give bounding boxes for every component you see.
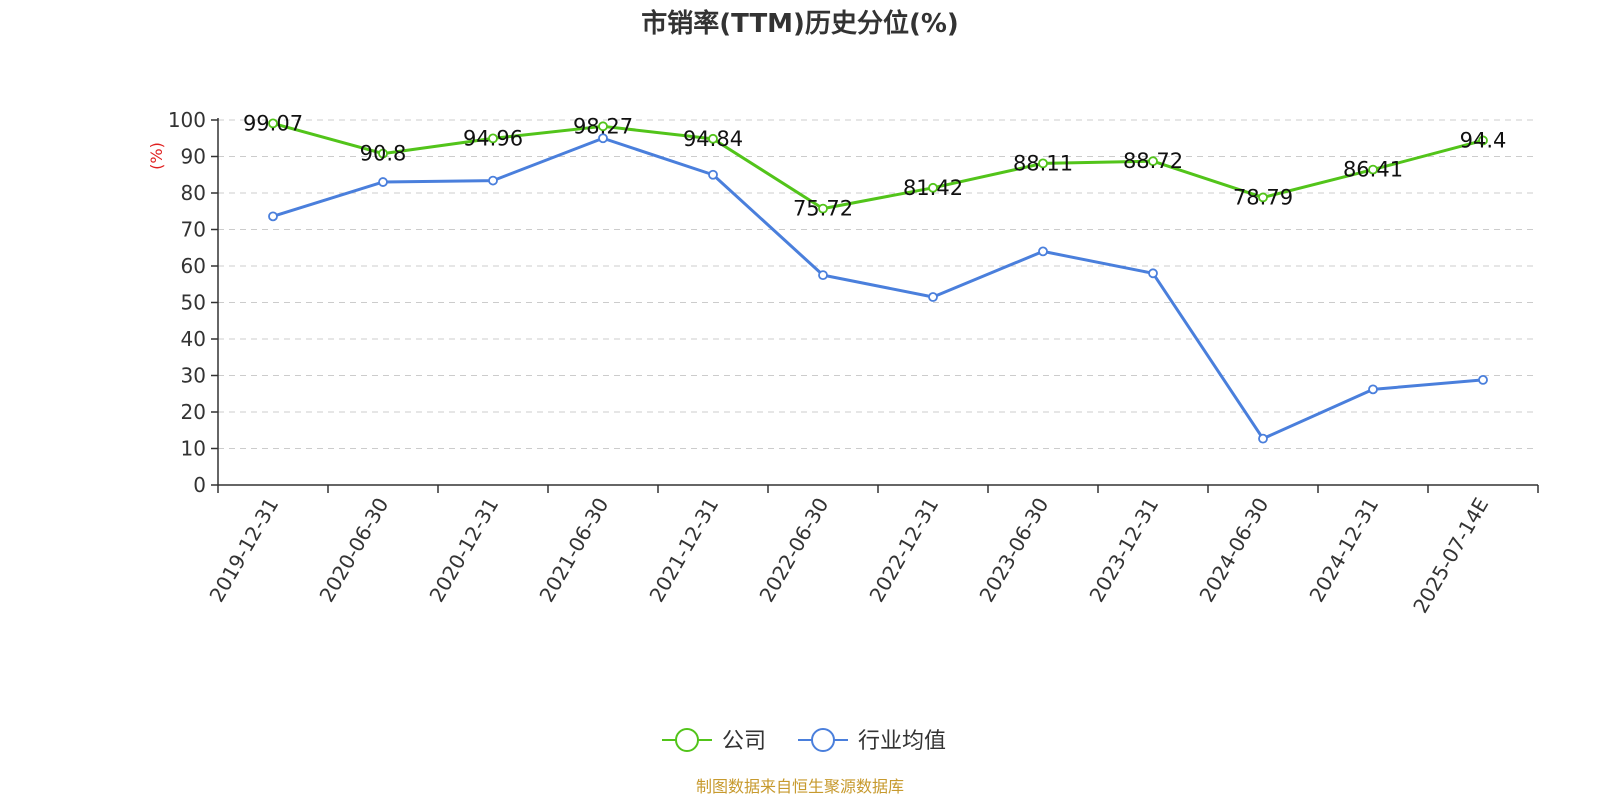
x-tick-label: 2019-12-31 [204,494,283,607]
data-label: 90.8 [360,142,407,166]
data-point[interactable] [1368,164,1378,175]
data-label: 86.41 [1343,158,1403,182]
data-point[interactable] [268,211,278,222]
source-note: 制图数据来自恒生聚源数据库 [696,777,904,796]
y-tick-label: 20 [181,400,206,424]
legend-item-1[interactable]: 行业均值 [798,728,946,754]
y-tick-label: 50 [181,291,206,315]
data-label: 88.11 [1013,151,1073,175]
x-tick-label: 2021-12-31 [644,494,723,607]
data-label: 81.42 [903,176,963,200]
series-layer: 99.07 90.8 94.96 98.27 94.84 75.72 81.42 88.11 8… [243,111,1506,444]
data-point[interactable] [1148,156,1158,167]
data-label: 78.79 [1233,185,1293,209]
series-0: 99.07 90.8 94.96 98.27 94.84 75.72 81.42 88.11 8… [243,111,1506,220]
legend-item-0[interactable]: 公司 [662,728,766,754]
data-point[interactable] [488,175,498,186]
y-axis-label: (%) [147,142,166,170]
y-tick-label: 0 [193,473,206,497]
data-point[interactable] [1038,246,1048,257]
series-line [272,121,1484,211]
data-point[interactable] [378,148,388,159]
legend-label: 行业均值 [858,729,946,754]
data-point[interactable] [708,133,718,144]
data-label: 99.07 [243,111,303,135]
data-point[interactable] [928,292,938,302]
y-tick-label: 100 [168,108,206,132]
legend[interactable]: 公司 行业均值 [662,728,946,754]
data-point[interactable] [488,133,498,144]
y-tick-label: 80 [181,181,206,205]
data-label: 88.72 [1123,149,1183,173]
data-point[interactable] [1038,158,1048,169]
data-point[interactable] [268,118,278,129]
x-tick-label: 2024-06-30 [1194,494,1273,607]
x-tick-label: 2020-06-30 [314,494,393,607]
series-1 [268,133,1488,444]
legend-marker [811,728,835,752]
x-tick-label: 2023-06-30 [974,494,1053,607]
series-line [272,136,1484,441]
data-label: 94.4 [1460,128,1507,152]
x-tick-label: 2022-12-31 [864,494,943,607]
y-tick-label: 60 [181,254,206,278]
y-tick-label: 70 [181,218,206,242]
data-point[interactable] [598,121,608,132]
x-tick-label: 2024-12-31 [1304,494,1383,607]
data-point[interactable] [1258,192,1268,203]
data-point[interactable] [1148,268,1158,279]
data-label: 75.72 [793,197,853,221]
x-tick-label: 2022-06-30 [754,494,833,607]
data-label: 94.96 [463,126,523,150]
x-tick-label: 2020-12-31 [424,494,503,607]
y-tick-label: 10 [181,437,206,461]
data-point[interactable] [1258,433,1268,444]
data-point[interactable] [818,203,828,214]
data-label: 94.84 [683,127,743,151]
data-point[interactable] [378,177,388,187]
data-label: 98.27 [573,114,633,138]
data-point[interactable] [1478,135,1488,146]
data-point[interactable] [928,182,938,193]
y-tick-label: 90 [181,145,206,169]
data-point[interactable] [1368,384,1378,395]
data-point[interactable] [708,169,718,180]
x-tick-label: 2023-12-31 [1084,494,1163,607]
chart-title: 市销率(TTM)历史分位(%) [641,8,959,39]
grid-lines [218,119,1538,449]
y-tick-label: 30 [181,364,206,388]
data-point[interactable] [818,270,828,281]
data-point[interactable] [1478,374,1488,385]
y-tick-label: 40 [181,327,206,351]
x-tick-label: 2021-06-30 [534,494,613,607]
x-tick-label: 2025-07-14E [1408,494,1493,618]
legend-marker [675,728,699,752]
legend-label: 公司 [722,729,766,754]
data-point[interactable] [598,133,608,144]
